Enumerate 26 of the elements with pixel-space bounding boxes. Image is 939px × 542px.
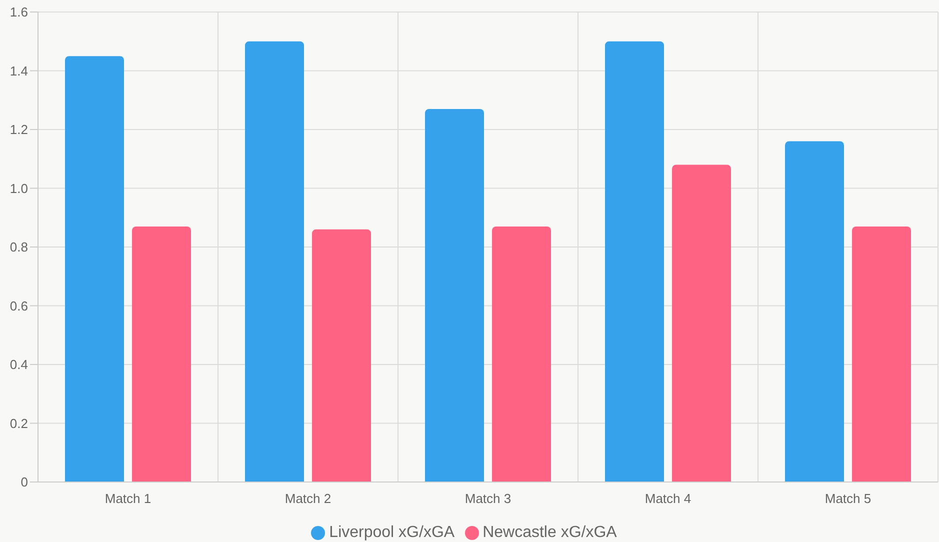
y-tick-label: 1.4	[10, 63, 28, 78]
bar	[605, 41, 664, 482]
x-tick-label: Match 3	[464, 491, 512, 506]
bar	[672, 164, 731, 482]
y-tick-label: 1.0	[10, 180, 28, 196]
y-tick-label: 1.2	[10, 122, 28, 138]
bar	[65, 56, 124, 482]
legend-label: Liverpool xG/xGA	[329, 524, 455, 541]
y-tick-label: 1.6	[10, 4, 28, 20]
y-tick-label: 0.4	[10, 357, 28, 372]
x-tick-label: Match 4	[644, 491, 692, 506]
y-tick-label: 0.6	[10, 298, 28, 314]
legend-label: Newcastle xG/xGA	[482, 524, 617, 541]
bar	[852, 226, 911, 482]
y-tick-label: 0.2	[10, 416, 28, 431]
x-tick-label: Match 1	[104, 491, 152, 506]
x-tick-label: Match 5	[824, 491, 872, 506]
bar	[785, 141, 844, 482]
bar	[132, 226, 191, 482]
bar	[312, 229, 371, 482]
bar	[425, 108, 484, 482]
y-tick-label: 0	[20, 474, 28, 490]
bar	[492, 226, 551, 482]
bar	[245, 41, 304, 482]
y-tick-label: 0.8	[10, 240, 28, 255]
x-tick-label: Match 2	[284, 491, 332, 506]
